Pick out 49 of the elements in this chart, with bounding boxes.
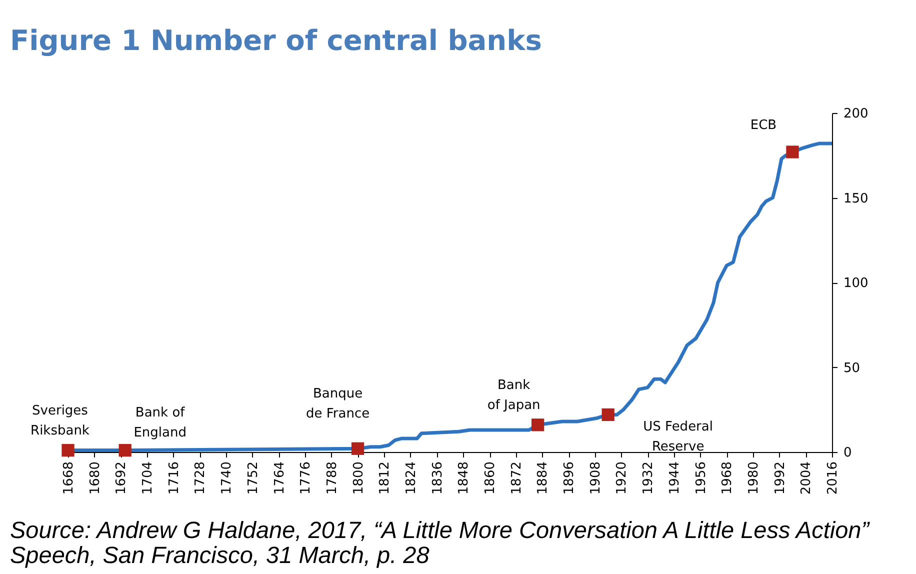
- point: [118, 444, 132, 457]
- annotation: Banque de France: [306, 386, 370, 422]
- y-tick-label: 100: [844, 276, 868, 291]
- x-tick-label: 1776: [298, 462, 314, 495]
- x-tick-label: 1824: [404, 462, 419, 495]
- x-tick-label: 1920: [614, 462, 630, 495]
- x-tick-label: 1908: [588, 462, 604, 495]
- x-tick-label: 1800: [351, 462, 366, 495]
- x-tick-label: 1992: [772, 462, 788, 495]
- x-tick-label: 1896: [562, 462, 578, 495]
- x-tick-label: 1944: [667, 462, 682, 495]
- x-tick-label: 1716: [166, 462, 182, 495]
- x-tick-label: 1848: [456, 462, 472, 495]
- x-tick-label: 1680: [88, 462, 103, 495]
- x-tick-label: 2004: [799, 462, 814, 495]
- x-tick-label: 1764: [272, 462, 288, 495]
- y-tick-label: 200: [844, 106, 868, 122]
- annotation: Bank of Japan: [487, 378, 540, 413]
- point: [531, 418, 544, 432]
- x-tick-label: 1980: [746, 462, 762, 495]
- annotation: ECB: [750, 118, 777, 133]
- x-tick-label: 1860: [483, 462, 498, 495]
- x-tick-label: 1752: [246, 462, 261, 495]
- x-tick-label: 1968: [720, 462, 736, 495]
- x-tick-label: 1668: [62, 462, 76, 495]
- x-tick-label: 1740: [220, 462, 235, 495]
- source-note: Source: Andrew G Haldane, 2017, “A Little More Conversation A Little Less Action” Speech, San Francisco, 31 March, p. 28: [10, 517, 871, 568]
- annotation: Bank of England: [134, 405, 186, 440]
- x-tick-label: 1692: [114, 462, 130, 495]
- y-tick-label: 0: [844, 446, 852, 460]
- x-tick-label: 2016: [826, 462, 840, 495]
- x-tick-label: 1836: [430, 462, 446, 495]
- x-tick-label: 1932: [641, 462, 656, 495]
- point: [62, 444, 74, 457]
- x-tick-label: 1884: [536, 462, 551, 495]
- annotation: Sveriges Riksbank: [30, 403, 90, 438]
- x-tick-label: 1872: [509, 462, 524, 495]
- x-tick-label: 1788: [324, 462, 340, 495]
- y-tick-label: 150: [844, 191, 868, 206]
- point: [351, 442, 364, 455]
- point: [786, 146, 799, 158]
- y-tick-label: 50: [844, 360, 860, 376]
- point: [602, 408, 614, 422]
- annotation: US Federal Reserve: [643, 420, 713, 455]
- x-tick-label: 1728: [193, 462, 208, 495]
- chart-title: Figure 1 Number of central banks: [10, 24, 542, 57]
- x-tick-label: 1956: [694, 462, 709, 495]
- x-tick-label: 1704: [140, 462, 156, 495]
- x-tick-label: 1812: [378, 462, 393, 495]
